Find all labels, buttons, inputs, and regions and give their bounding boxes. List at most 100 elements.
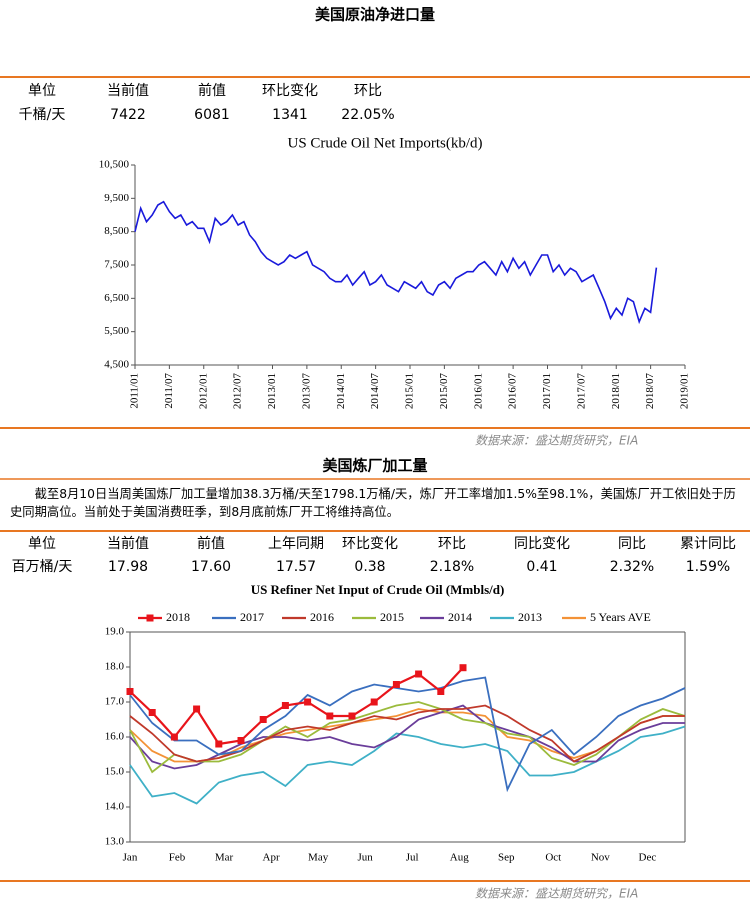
series-marker (193, 705, 201, 713)
section-title: 美国炼厂加工量 (322, 457, 427, 475)
series-marker (437, 688, 445, 695)
y-tick-label: 9,500 (104, 192, 129, 204)
paragraph: 截至8月10日当周美国炼厂加工量增加38.3万桶/天至1798.1万桶/天，炼厂… (10, 487, 736, 519)
series-marker (370, 698, 378, 706)
table-header: 环比变化 (262, 83, 318, 99)
table-header: 单位 (28, 536, 56, 552)
series-marker (259, 716, 267, 723)
table-cell: 22.05% (341, 107, 394, 123)
x-tick-label: 2015/01 (404, 373, 416, 409)
table-cell: 0.38 (354, 559, 385, 575)
table-header: 累计同比 (680, 536, 736, 552)
table-cell: 0.41 (526, 559, 557, 575)
x-tick-label: Feb (169, 852, 186, 864)
x-tick-label: 2011/01 (129, 373, 141, 409)
series-line (129, 704, 685, 770)
table-header: 环比 (354, 83, 382, 99)
table-cell: 17.60 (191, 559, 231, 575)
x-tick-label: 2014/07 (369, 373, 381, 410)
x-tick-label: 2015/07 (438, 373, 450, 410)
y-tick-label: 17.0 (105, 696, 125, 708)
table-cell: 17.98 (108, 559, 148, 575)
series-marker (126, 688, 134, 695)
table-header: 环比 (438, 536, 466, 552)
data-line (134, 200, 658, 325)
x-tick-label: Aug (450, 852, 469, 864)
series-line (129, 666, 464, 746)
y-tick-label: 5,500 (104, 325, 129, 337)
x-tick-label: 2017/01 (541, 373, 553, 409)
table-header: 单位 (28, 83, 56, 99)
x-tick-label: 2012/01 (197, 373, 209, 409)
x-tick-label: Mar (215, 852, 234, 864)
table-header: 同比变化 (514, 536, 570, 552)
series-marker (215, 740, 223, 748)
x-tick-label: 2018/07 (644, 373, 656, 410)
source-note: 数据来源：盛达期货研究，EIA (475, 887, 638, 901)
x-tick-label: 2016/07 (507, 373, 519, 410)
series-marker (459, 664, 467, 672)
y-tick-label: 10,500 (99, 159, 130, 171)
series-marker (392, 681, 400, 688)
x-tick-label: 2013/07 (300, 373, 312, 410)
table-header: 当前值 (107, 535, 149, 552)
legend-label: 2018 (166, 610, 190, 624)
table-header: 同比 (618, 536, 646, 552)
x-tick-label: Jan (123, 852, 138, 864)
x-tick-label: 2012/07 (232, 373, 244, 410)
table-cell: 2.18% (430, 559, 474, 575)
series-marker (348, 712, 356, 720)
x-tick-label: 2017/07 (575, 373, 587, 410)
series-marker (326, 712, 334, 720)
source-note: 数据来源：盛达期货研究，EIA (475, 434, 638, 448)
x-tick-label: 2016/01 (472, 373, 484, 409)
x-tick-label: Sep (498, 852, 515, 864)
x-tick-label: 2011/07 (163, 373, 175, 409)
table-cell: 1341 (272, 107, 308, 123)
y-tick-label: 8,500 (104, 225, 129, 237)
y-tick-label: 19.0 (105, 626, 125, 638)
series-line (129, 725, 686, 805)
legend-marker (146, 614, 154, 622)
table-cell: 千桶/天 (19, 107, 66, 123)
x-tick-label: Apr (263, 852, 280, 864)
y-tick-label: 4,500 (104, 359, 129, 371)
table-header: 前值 (198, 82, 226, 99)
y-tick-label: 16.0 (105, 731, 125, 743)
table-header: 环比变化 (342, 536, 398, 552)
chart-title: US Refiner Net Input of Crude Oil (Mmbls… (251, 582, 505, 597)
section-title: 美国原油净进口量 (315, 6, 435, 24)
table-cell: 7422 (110, 107, 146, 123)
chart-title: US Crude Oil Net Imports(kb/d) (288, 135, 483, 151)
series-marker (148, 709, 156, 716)
series-line (129, 701, 686, 774)
table-header: 前值 (197, 535, 225, 552)
legend-label: 2013 (518, 610, 542, 624)
x-tick-label: Jul (406, 852, 419, 864)
series-marker (415, 670, 423, 678)
x-tick-label: Oct (545, 852, 561, 864)
table-cell: 17.57 (276, 559, 316, 575)
table-cell: 1.59% (686, 559, 730, 575)
table-cell: 6081 (194, 107, 230, 123)
series-line (129, 676, 686, 793)
table-header: 上年同期 (268, 536, 324, 552)
series-marker (281, 702, 289, 709)
series-line (129, 704, 685, 763)
x-tick-label: 2014/01 (335, 373, 347, 409)
y-tick-label: 13.0 (105, 836, 125, 848)
x-tick-label: 2013/01 (266, 373, 278, 409)
series-marker (304, 698, 312, 706)
x-tick-label: 2018/01 (610, 373, 622, 409)
y-tick-label: 15.0 (105, 766, 125, 778)
table-cell: 百万桶/天 (12, 559, 73, 575)
legend-label: 2017 (240, 610, 264, 624)
x-tick-label: May (308, 852, 329, 864)
y-tick-label: 14.0 (105, 801, 125, 813)
table-cell: 2.32% (610, 559, 654, 575)
series-marker (237, 737, 245, 744)
legend-label: 2015 (380, 610, 404, 624)
y-tick-label: 7,500 (104, 259, 129, 271)
